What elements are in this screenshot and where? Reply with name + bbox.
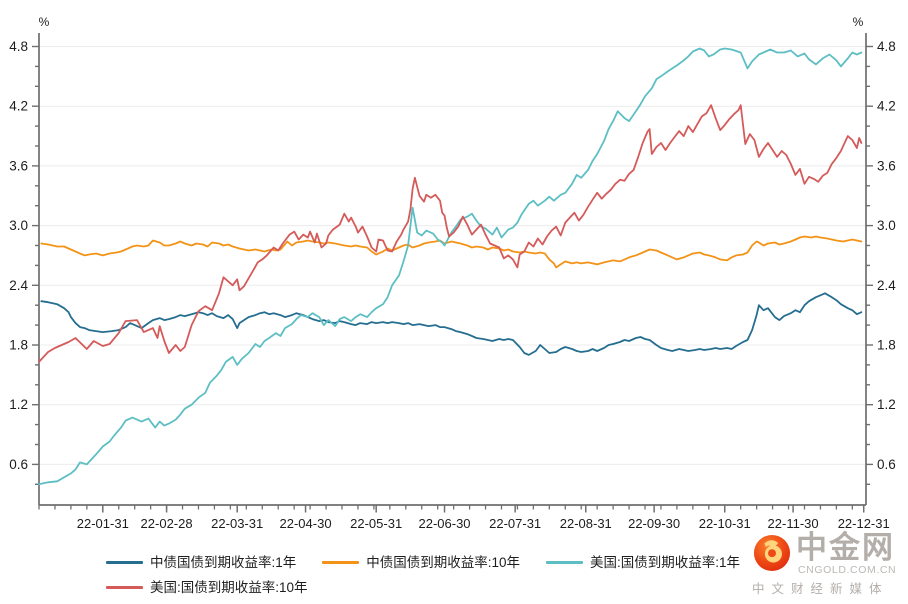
svg-text:3.0: 3.0	[9, 218, 28, 233]
svg-text:4.2: 4.2	[877, 99, 896, 114]
svg-text:22-10-31: 22-10-31	[699, 516, 751, 531]
legend-label-cn-1y: 中债国债到期收益率:1年	[150, 554, 297, 570]
svg-text:22-06-30: 22-06-30	[419, 516, 471, 531]
svg-text:22-04-30: 22-04-30	[280, 516, 332, 531]
svg-text:22-03-31: 22-03-31	[211, 516, 263, 531]
line-swatch-icon	[106, 561, 143, 564]
legend-row-2: 美国:国债到期收益率:10年	[106, 575, 806, 600]
line-swatch-icon	[106, 586, 143, 589]
svg-text:1.2: 1.2	[877, 397, 896, 412]
svg-text:1.2: 1.2	[9, 397, 28, 412]
legend-label-cn-10y: 中债国债到期收益率:10年	[366, 554, 521, 570]
line-swatch-icon	[546, 561, 584, 564]
svg-text:1.8: 1.8	[9, 338, 28, 353]
svg-text:3.6: 3.6	[9, 158, 28, 173]
svg-text:0.6: 0.6	[877, 457, 896, 472]
legend-item-cn-10y: 中债国债到期收益率:10年	[322, 556, 520, 570]
legend-item-cn-1y: 中债国债到期收益率:1年	[106, 556, 296, 570]
watermark-tagline-text: 中文财经新媒体	[752, 582, 889, 596]
svg-text:22-11-30: 22-11-30	[768, 516, 819, 531]
svg-text:2.4: 2.4	[9, 278, 28, 293]
legend-label-us-1y: 美国:国债到期收益率:1年	[590, 554, 741, 570]
svg-text:%: %	[39, 15, 50, 29]
svg-text:22-09-30: 22-09-30	[628, 516, 680, 531]
svg-text:22-01-31: 22-01-31	[77, 516, 129, 531]
legend-row-1: 中债国债到期收益率:1年 中债国债到期收益率:10年 美国:国债到期收益率:1年	[106, 550, 806, 575]
legend-label-us-10y: 美国:国债到期收益率:10年	[150, 579, 308, 595]
svg-text:22-05-31: 22-05-31	[350, 516, 402, 531]
svg-text:22-02-28: 22-02-28	[141, 516, 193, 531]
legend-item-us-1y: 美国:国债到期收益率:1年	[546, 556, 740, 570]
svg-text:22-12-31: 22-12-31	[838, 516, 890, 531]
svg-text:22-07-31: 22-07-31	[489, 516, 541, 531]
svg-text:22-08-31: 22-08-31	[560, 516, 612, 531]
svg-text:%: %	[853, 15, 864, 29]
legend-item-us-10y: 美国:国债到期收益率:10年	[106, 581, 308, 595]
line-swatch-icon	[322, 561, 360, 564]
svg-text:2.4: 2.4	[877, 278, 896, 293]
svg-text:4.8: 4.8	[877, 39, 896, 54]
cngold-watermark: 中金网 CNGOLD.COM.CN 中文财经新媒体	[751, 530, 901, 597]
svg-text:3.0: 3.0	[877, 218, 896, 233]
svg-text:3.6: 3.6	[877, 158, 896, 173]
watermark-brand-text: 中金网	[796, 530, 895, 565]
svg-text:1.8: 1.8	[877, 338, 896, 353]
svg-text:4.8: 4.8	[9, 39, 28, 54]
svg-text:0.6: 0.6	[9, 457, 28, 472]
svg-text:4.2: 4.2	[9, 99, 28, 114]
watermark-domain-text: CNGOLD.COM.CN	[798, 564, 897, 576]
legend: 中债国债到期收益率:1年 中债国债到期收益率:10年 美国:国债到期收益率:1年…	[106, 550, 806, 600]
cngold-logo-icon	[753, 534, 791, 572]
